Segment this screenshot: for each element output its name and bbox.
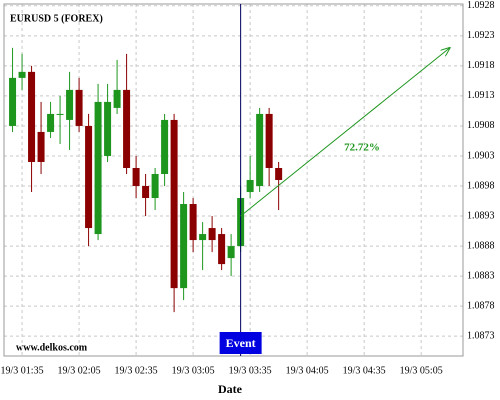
x-axis-label: Date: [218, 382, 243, 396]
y-tick-label: 1.0918: [467, 60, 495, 71]
y-tick-label: 1.0908: [467, 120, 495, 131]
y-tick-label: 1.0878: [467, 300, 495, 311]
y-tick-label: 1.0883: [467, 270, 495, 281]
candle-body: [142, 186, 150, 199]
y-tick-label: 1.0913: [467, 90, 495, 101]
plot-frame: [3, 3, 464, 357]
candle-body: [161, 119, 169, 174]
candle-body: [56, 113, 64, 115]
candle-body: [208, 228, 216, 241]
candle-body: [123, 89, 131, 168]
y-tick-label: 1.0898: [467, 180, 495, 191]
candle-body: [94, 101, 102, 235]
candle-body: [180, 204, 188, 289]
candle-body: [265, 113, 273, 168]
candle-body: [66, 89, 74, 120]
chart-title: EURUSD 5 (FOREX): [10, 13, 103, 24]
candle-body: [18, 71, 26, 78]
candle-body: [104, 101, 112, 156]
y-tick-label: 1.0873: [467, 330, 495, 341]
candle-body: [218, 234, 226, 265]
projection-arrow: [240, 48, 450, 217]
watermark: www.delkos.com: [16, 342, 88, 353]
y-tick-label: 1.0928: [467, 0, 495, 11]
x-tick-label: 19/3 05:05: [400, 365, 443, 376]
x-tick-label: 19/3 03:05: [172, 365, 215, 376]
x-tick-label: 19/3 02:35: [115, 365, 158, 376]
projection-label: 72.72%: [344, 142, 380, 154]
candle-body: [275, 167, 283, 180]
candle-body: [85, 125, 93, 229]
candle-body: [189, 204, 197, 241]
candle-body: [132, 167, 140, 187]
y-tick-label: 1.0923: [467, 30, 495, 41]
x-tick-label: 19/3 04:35: [343, 365, 386, 376]
y-tick-label: 1.0893: [467, 210, 495, 221]
x-tick-label: 19/3 01:35: [1, 365, 44, 376]
candle-body: [75, 89, 83, 126]
candle-body: [246, 180, 254, 193]
event-box: [219, 332, 262, 354]
y-tick-label: 1.0903: [467, 150, 495, 161]
candle-body: [37, 131, 45, 162]
y-tick-label: 1.0888: [467, 240, 495, 251]
event-label: Event: [226, 336, 256, 350]
x-tick-label: 19/3 04:05: [286, 365, 329, 376]
candle-body: [227, 246, 235, 259]
x-tick-label: 19/3 03:35: [229, 365, 272, 376]
x-tick-label: 19/3 02:05: [58, 365, 101, 376]
candle-body: [47, 113, 55, 132]
candle-body: [256, 113, 264, 187]
candle-body: [9, 77, 17, 126]
candle-body: [151, 173, 159, 199]
candle-body: [170, 119, 178, 289]
candle-body: [199, 234, 207, 241]
candle-body: [28, 71, 36, 162]
candle-body: [113, 89, 121, 108]
